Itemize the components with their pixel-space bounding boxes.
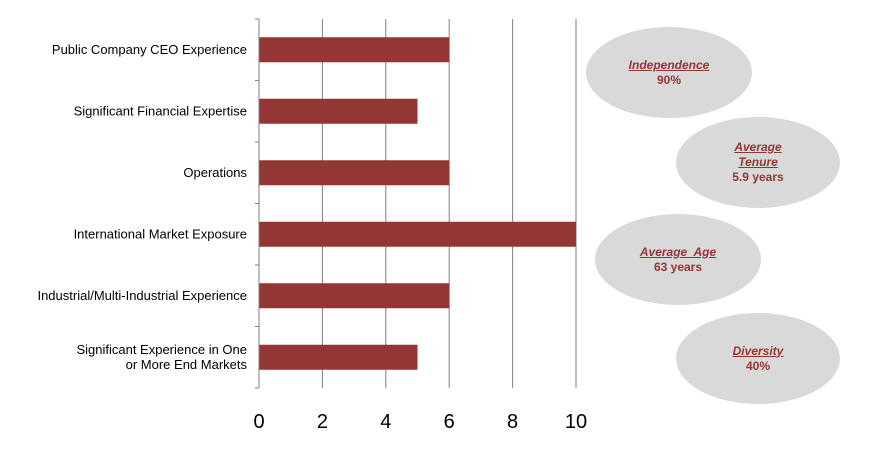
category-label: or More End Markets bbox=[126, 357, 248, 372]
x-tick-label: 4 bbox=[380, 411, 391, 433]
axes bbox=[255, 18, 260, 389]
badge-average-tenure-title-line-2: Tenure bbox=[738, 155, 778, 169]
x-tick-label: 10 bbox=[565, 411, 587, 433]
badge-diversity-title: Diversity bbox=[732, 343, 784, 358]
gridlines bbox=[321, 19, 577, 388]
category-label: Operations bbox=[183, 165, 247, 180]
bar bbox=[259, 160, 450, 186]
badge-average-tenure-value: 5.9 years bbox=[732, 170, 784, 184]
bar bbox=[259, 283, 450, 309]
category-label: Industrial/Multi-Industrial Experience bbox=[37, 288, 247, 303]
x-tick-label: 8 bbox=[507, 411, 518, 433]
x-tick-label: 6 bbox=[444, 411, 455, 433]
badge-average-age: Average Age 63 years bbox=[595, 214, 761, 305]
badge-average-tenure: Average Tenure 5.9 years bbox=[676, 117, 840, 208]
bars bbox=[259, 37, 576, 370]
category-label: Public Company CEO Experience bbox=[52, 42, 247, 57]
category-label: International Market Exposure bbox=[74, 226, 247, 241]
badge-independence-title: Independence bbox=[628, 57, 710, 72]
x-tick-label: 2 bbox=[317, 411, 328, 433]
bar bbox=[259, 98, 418, 124]
badge-average-age-value: 63 years bbox=[653, 259, 703, 274]
x-tick-label: 0 bbox=[253, 411, 264, 433]
badge-average-tenure-title-line-1: Average bbox=[734, 140, 782, 154]
tick-labels: 0 2 4 6 8 10 bbox=[253, 411, 587, 433]
category-label: Significant Experience in One bbox=[76, 342, 247, 357]
badge-diversity-value: 40% bbox=[745, 358, 771, 373]
badge-diversity: Diversity 40% bbox=[676, 313, 840, 404]
bar bbox=[259, 344, 418, 370]
badge-independence-value: 90% bbox=[656, 72, 682, 87]
category-labels: Public Company CEO Experience Significant… bbox=[37, 42, 247, 372]
bar bbox=[259, 221, 576, 247]
bar bbox=[259, 37, 450, 63]
badge-average-age-title: Average Age bbox=[639, 244, 717, 259]
badge-independence: Independence 90% bbox=[586, 27, 752, 118]
category-label: Significant Financial Expertise bbox=[74, 103, 247, 118]
